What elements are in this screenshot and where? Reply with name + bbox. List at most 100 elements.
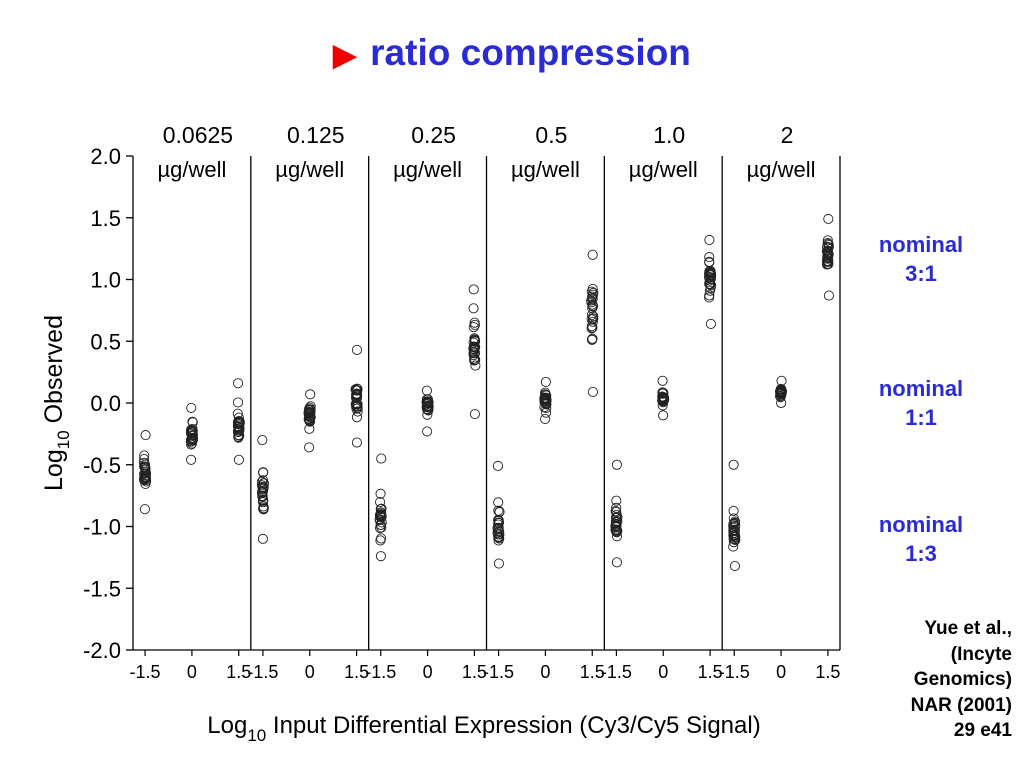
point-group — [350, 344, 363, 448]
data-point — [258, 478, 270, 489]
data-point — [728, 505, 739, 516]
data-point — [422, 400, 433, 412]
data-point — [821, 259, 833, 270]
data-point — [704, 290, 715, 301]
data-point — [611, 557, 622, 568]
annotation-nominal-1-3: nominal 1:3 — [856, 510, 986, 568]
panel-dose-label: 0.0625 — [163, 122, 233, 148]
x-axis-title: Log10 Input Differential Expression (Cy3… — [207, 712, 760, 745]
point-group — [303, 389, 316, 453]
x-tick-label: -1.5 — [365, 662, 396, 682]
panel-unit-label: µg/well — [511, 157, 580, 182]
data-point — [494, 533, 505, 544]
data-point — [540, 389, 551, 400]
data-point — [470, 360, 481, 371]
data-point — [257, 533, 268, 544]
y-tick-label: -1.0 — [83, 515, 121, 540]
x-tick-label: 0 — [776, 662, 786, 682]
data-point — [492, 460, 504, 472]
data-point — [776, 386, 787, 398]
y-axis-title: Log10 Observed — [40, 315, 73, 491]
bullet-arrow-icon: ▶ — [333, 39, 357, 72]
data-point — [539, 389, 551, 400]
annotation-ratio: 3:1 — [905, 261, 937, 286]
data-point — [728, 524, 740, 535]
x-tick-label: 0 — [658, 662, 668, 682]
data-point — [729, 560, 740, 572]
data-point — [234, 416, 245, 427]
point-group — [728, 459, 741, 572]
data-point — [374, 509, 386, 521]
data-point — [375, 535, 386, 546]
data-point — [823, 242, 834, 253]
data-point — [376, 509, 387, 520]
data-point — [540, 376, 551, 388]
data-point — [468, 322, 479, 333]
x-tick-label: 0 — [540, 662, 550, 682]
data-point — [186, 454, 197, 465]
data-point — [729, 534, 740, 545]
panel-dose-label: 0.125 — [287, 122, 345, 148]
panel-dose-label: 0.5 — [535, 122, 567, 148]
data-point — [305, 411, 316, 422]
data-point — [587, 322, 598, 333]
annotation-line: nominal — [878, 512, 964, 537]
data-point — [823, 238, 834, 249]
annotation-line: nominal — [878, 376, 964, 401]
point-group — [138, 430, 152, 515]
data-point — [611, 459, 622, 470]
data-point — [468, 284, 479, 295]
data-point — [138, 453, 150, 465]
panel-unit-label: µg/well — [747, 157, 816, 182]
y-tick-label: -0.5 — [83, 453, 121, 478]
data-point — [658, 410, 669, 421]
citation-line: NAR (2001) — [910, 694, 1012, 716]
data-point — [138, 468, 150, 480]
data-point — [422, 426, 433, 437]
panel-dose-label: 1.0 — [653, 122, 685, 148]
data-point — [704, 257, 715, 268]
data-point — [233, 378, 244, 389]
data-point — [493, 505, 504, 516]
data-point — [728, 459, 739, 470]
point-group — [586, 249, 599, 397]
data-point — [140, 430, 151, 441]
data-point — [586, 314, 597, 325]
point-group — [657, 375, 670, 421]
data-point — [139, 504, 150, 515]
data-point — [375, 497, 386, 508]
point-group — [774, 375, 787, 409]
data-point — [351, 437, 362, 448]
data-point — [470, 354, 481, 365]
y-tick-label: 2.0 — [90, 144, 121, 169]
data-point — [729, 530, 740, 541]
x-tick-label: 0 — [305, 662, 315, 682]
data-point — [375, 488, 386, 499]
data-point — [257, 434, 268, 446]
data-point — [492, 528, 503, 539]
data-point — [468, 303, 479, 314]
data-point — [186, 424, 197, 435]
annotation-nominal-1-1: nominal 1:1 — [856, 374, 986, 432]
data-point — [728, 520, 739, 531]
data-point — [257, 482, 268, 493]
y-tick-label: 0.0 — [90, 391, 121, 416]
x-tick-label: -1.5 — [483, 662, 514, 682]
x-tick-label: 1.5 — [344, 662, 369, 682]
x-axis-title-sub: 10 — [247, 726, 266, 745]
data-point — [494, 529, 505, 540]
data-point — [233, 421, 244, 432]
x-tick-label: -1.5 — [719, 662, 750, 682]
data-point — [233, 454, 244, 465]
data-point — [612, 512, 623, 523]
data-point — [657, 375, 668, 386]
x-tick-label: 1.5 — [815, 662, 840, 682]
data-point — [376, 453, 387, 464]
data-point — [421, 397, 432, 408]
data-point — [776, 390, 787, 401]
x-tick-label: -1.5 — [247, 662, 278, 682]
panel-unit-label: µg/well — [393, 157, 462, 182]
x-tick-label: 1.5 — [698, 662, 723, 682]
annotation-line: nominal — [878, 232, 964, 257]
slide-title-text: ratio compression — [370, 32, 691, 73]
